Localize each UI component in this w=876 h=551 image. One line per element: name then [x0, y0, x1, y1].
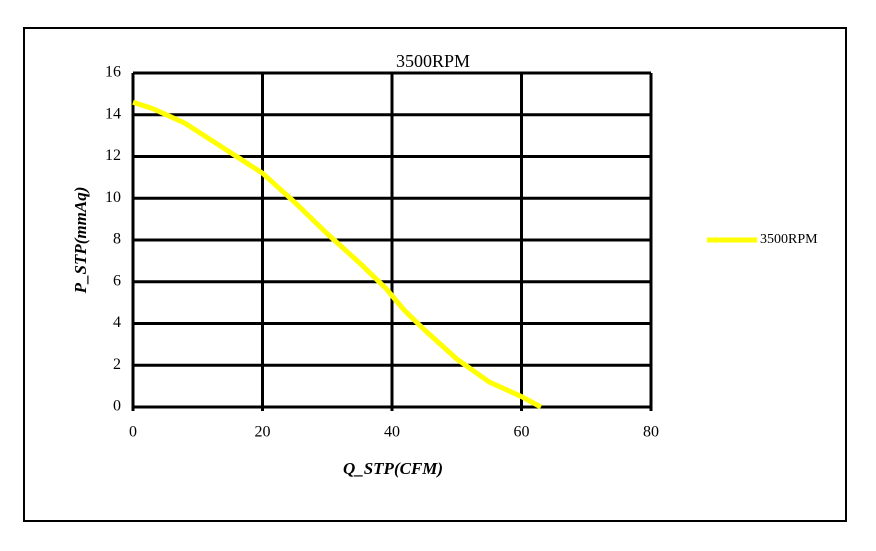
x-axis-label: Q_STP(CFM): [343, 459, 443, 478]
y-tick-label: 10: [105, 189, 121, 206]
y-axis-label: P_STP(mmAq): [71, 187, 90, 295]
y-tick-label: 12: [105, 147, 121, 164]
y-tick-label: 2: [113, 356, 121, 373]
y-tick-label: 0: [113, 398, 121, 415]
x-tick-label: 0: [129, 424, 137, 441]
y-tick-label: 4: [113, 314, 121, 331]
y-tick-label: 8: [113, 231, 121, 248]
legend-label: 3500RPM: [760, 232, 818, 247]
x-tick-label: 20: [255, 424, 271, 441]
x-tick-label: 40: [384, 424, 400, 441]
chart-title: 3500RPM: [396, 51, 470, 71]
y-tick-label: 14: [105, 105, 121, 122]
y-tick-label: 16: [105, 64, 121, 81]
data-line: [132, 99, 543, 410]
x-tick-label: 60: [514, 424, 530, 441]
chart-border: [23, 27, 847, 522]
x-tick-label: 80: [643, 424, 659, 441]
y-tick-label: 6: [113, 272, 121, 289]
